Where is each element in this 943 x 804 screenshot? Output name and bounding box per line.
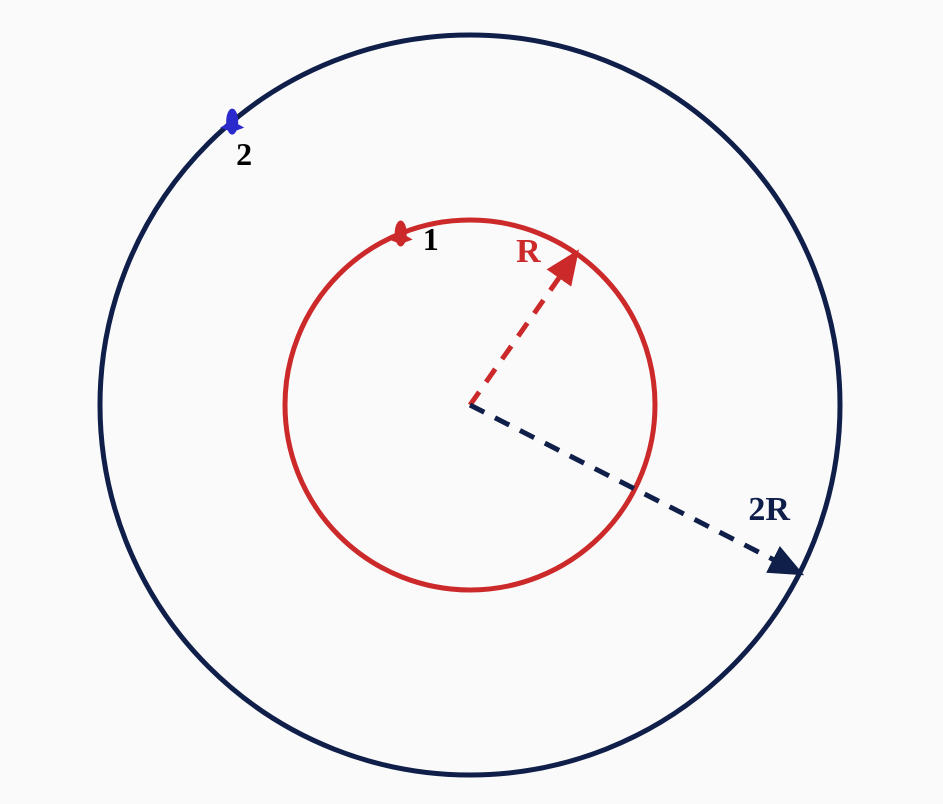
circles-diagram bbox=[0, 0, 943, 804]
marker-1-icon bbox=[389, 220, 413, 246]
label-2R: 2R bbox=[748, 491, 790, 529]
label-R: R bbox=[516, 233, 541, 271]
label-1: 1 bbox=[423, 221, 439, 258]
radius-R-arrow bbox=[470, 253, 576, 405]
label-2: 2 bbox=[236, 136, 252, 173]
